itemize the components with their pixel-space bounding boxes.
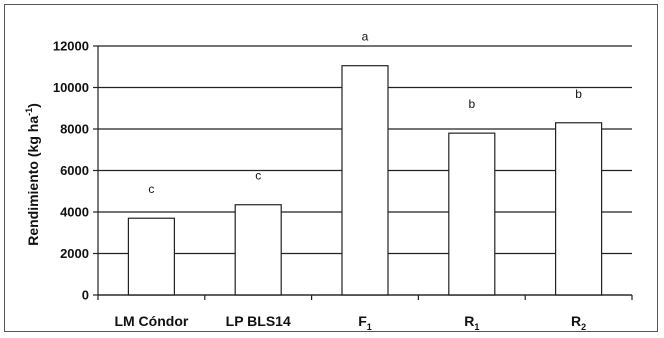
x-category-label: F1 (358, 313, 372, 332)
y-tick-label: 8000 (60, 122, 89, 137)
significance-letter: c (148, 182, 154, 196)
significance-letter: c (255, 169, 261, 183)
significance-letter: a (362, 30, 369, 44)
y-tick-label: 2000 (60, 246, 89, 261)
x-category-label: R1 (464, 313, 479, 332)
y-tick-label: 0 (82, 288, 89, 303)
bar (341, 65, 389, 296)
y-tick-label: 6000 (60, 163, 89, 178)
significance-letter: b (468, 97, 475, 111)
bar (554, 122, 603, 296)
bar (448, 132, 496, 296)
y-tick-label: 10000 (53, 80, 89, 95)
x-category-label: R2 (571, 313, 586, 332)
y-tick-label: 12000 (53, 39, 89, 54)
x-category-label: LM Cóndor (114, 313, 188, 329)
x-category-label: LP BLS14 (226, 313, 291, 329)
bar (127, 217, 175, 296)
y-tick-label: 4000 (60, 205, 89, 220)
significance-letter: b (575, 87, 582, 101)
y-axis-label: Rendimiento (kg ha-1) (24, 103, 41, 246)
chart-frame (4, 4, 658, 332)
bar (234, 204, 282, 296)
